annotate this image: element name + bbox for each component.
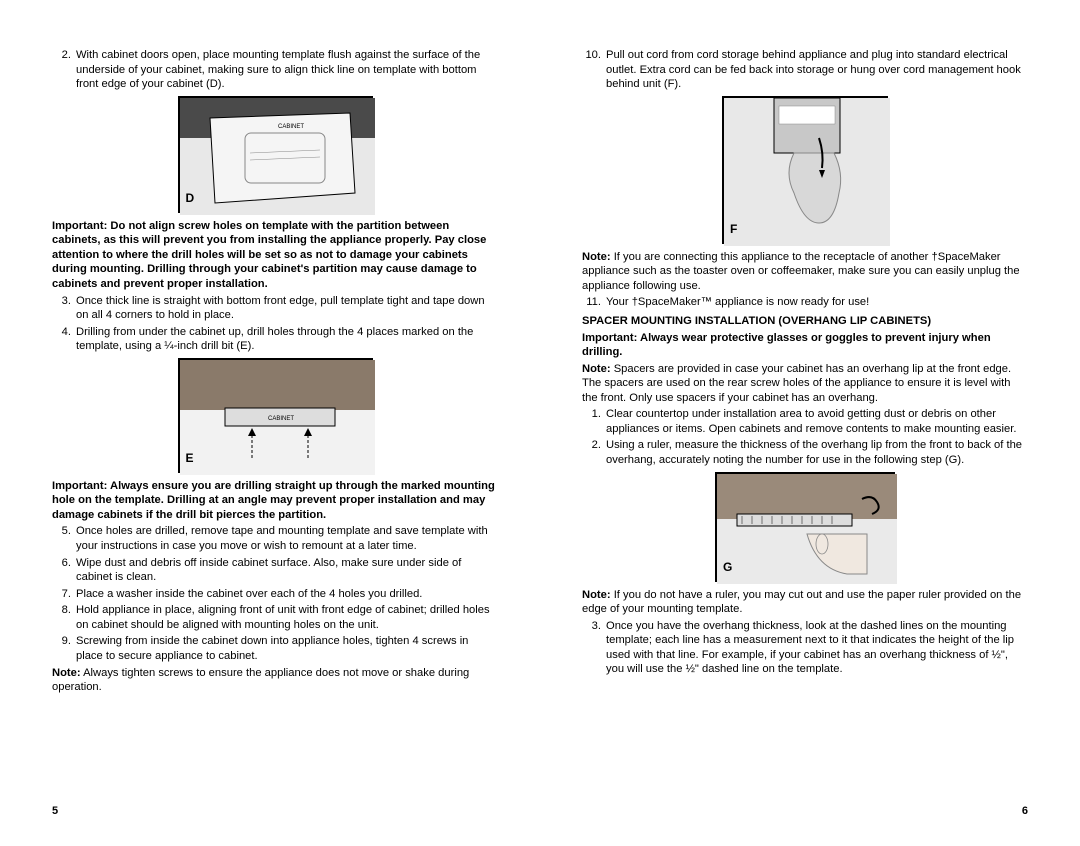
note-label: Note: [52, 667, 81, 679]
svg-text:CABINET: CABINET [278, 124, 304, 130]
note-text: If you do not have a ruler, you may cut … [582, 589, 1021, 616]
note-2: Note: If you are connecting this applian… [582, 250, 1028, 294]
step-number: 2. [52, 48, 76, 92]
figure-f-label: F [730, 222, 737, 238]
step-11: 11.Your †SpaceMaker™ appliance is now re… [582, 295, 1028, 310]
step-number: 8. [52, 603, 76, 632]
note-4: Note: If you do not have a ruler, you ma… [582, 588, 1028, 617]
step-number: 3. [52, 294, 76, 323]
note-label: Note: [582, 589, 611, 601]
step-text: Clear countertop under installation area… [606, 407, 1028, 436]
step-text: With cabinet doors open, place mounting … [76, 48, 498, 92]
step-text: Once thick line is straight with bottom … [76, 294, 498, 323]
step-number: 1. [582, 407, 606, 436]
step-number: 9. [52, 634, 76, 663]
step-text: Once holes are drilled, remove tape and … [76, 524, 498, 553]
page-right: 10.Pull out cord from cord storage behin… [540, 0, 1080, 846]
step-text: Your †SpaceMaker™ appliance is now ready… [606, 295, 1028, 310]
step-8: 8.Hold appliance in place, aligning fron… [52, 603, 498, 632]
section-heading: SPACER MOUNTING INSTALLATION (OVERHANG L… [582, 314, 1028, 329]
step-number: 3. [582, 619, 606, 677]
r-step-2: 2.Using a ruler, measure the thickness o… [582, 438, 1028, 467]
note-1: Note: Always tighten screws to ensure th… [52, 666, 498, 695]
figure-d: CABINET D [52, 96, 498, 213]
step-number: 2. [582, 438, 606, 467]
figure-d-box: CABINET D [178, 96, 373, 213]
step-number: 4. [52, 325, 76, 354]
instruction-list-left-2: 3.Once thick line is straight with botto… [52, 294, 498, 354]
step-number: 11. [582, 295, 606, 310]
figure-f: F [582, 96, 1028, 244]
step-10: 10.Pull out cord from cord storage behin… [582, 48, 1028, 92]
important-note-3: Important: Always wear protective glasse… [582, 331, 1028, 360]
step-7: 7.Place a washer inside the cabinet over… [52, 587, 498, 602]
important-note-2: Important: Always ensure you are drillin… [52, 479, 498, 523]
important-note-1: Important: Do not align screw holes on t… [52, 219, 498, 292]
step-number: 5. [52, 524, 76, 553]
figure-d-label: D [186, 191, 195, 207]
figure-g-label: G [723, 560, 732, 576]
note-text: Always tighten screws to ensure the appl… [52, 667, 469, 694]
step-text: Place a washer inside the cabinet over e… [76, 587, 498, 602]
page-number-right: 6 [1022, 804, 1028, 818]
instruction-list-right-4: 3.Once you have the overhang thickness, … [582, 619, 1028, 677]
step-text: Pull out cord from cord storage behind a… [606, 48, 1028, 92]
r-step-1: 1.Clear countertop under installation ar… [582, 407, 1028, 436]
step-2: 2.With cabinet doors open, place mountin… [52, 48, 498, 92]
figure-e: CABINET E [52, 358, 498, 473]
page-number-left: 5 [52, 804, 58, 818]
step-number: 7. [52, 587, 76, 602]
note-text: Spacers are provided in case your cabine… [582, 363, 1011, 404]
figure-g-box: G [715, 472, 895, 582]
step-9: 9.Screwing from inside the cabinet down … [52, 634, 498, 663]
step-number: 6. [52, 556, 76, 585]
step-text: Using a ruler, measure the thickness of … [606, 438, 1028, 467]
step-5: 5.Once holes are drilled, remove tape an… [52, 524, 498, 553]
step-text: Wipe dust and debris off inside cabinet … [76, 556, 498, 585]
step-4: 4.Drilling from under the cabinet up, dr… [52, 325, 498, 354]
note-3: Note: Spacers are provided in case your … [582, 362, 1028, 406]
figure-g: G [582, 472, 1028, 582]
figure-f-box: F [722, 96, 888, 244]
instruction-list-left: 2.With cabinet doors open, place mountin… [52, 48, 498, 92]
step-6: 6.Wipe dust and debris off inside cabine… [52, 556, 498, 585]
page-left: 2.With cabinet doors open, place mountin… [0, 0, 540, 846]
note-text: If you are connecting this appliance to … [582, 251, 1020, 292]
svg-text:CABINET: CABINET [268, 416, 294, 422]
step-text: Hold appliance in place, aligning front … [76, 603, 498, 632]
step-text: Once you have the overhang thickness, lo… [606, 619, 1028, 677]
instruction-list-right-3: 1.Clear countertop under installation ar… [582, 407, 1028, 467]
step-3: 3.Once thick line is straight with botto… [52, 294, 498, 323]
instruction-list-left-3: 5.Once holes are drilled, remove tape an… [52, 524, 498, 663]
figure-e-label: E [186, 451, 194, 467]
instruction-list-right-2: 11.Your †SpaceMaker™ appliance is now re… [582, 295, 1028, 310]
two-page-spread: 2.With cabinet doors open, place mountin… [0, 0, 1080, 846]
r-step-3: 3.Once you have the overhang thickness, … [582, 619, 1028, 677]
note-label: Note: [582, 251, 611, 263]
instruction-list-right: 10.Pull out cord from cord storage behin… [582, 48, 1028, 92]
figure-e-box: CABINET E [178, 358, 373, 473]
step-text: Screwing from inside the cabinet down in… [76, 634, 498, 663]
note-label: Note: [582, 363, 611, 375]
step-text: Drilling from under the cabinet up, dril… [76, 325, 498, 354]
step-number: 10. [582, 48, 606, 92]
